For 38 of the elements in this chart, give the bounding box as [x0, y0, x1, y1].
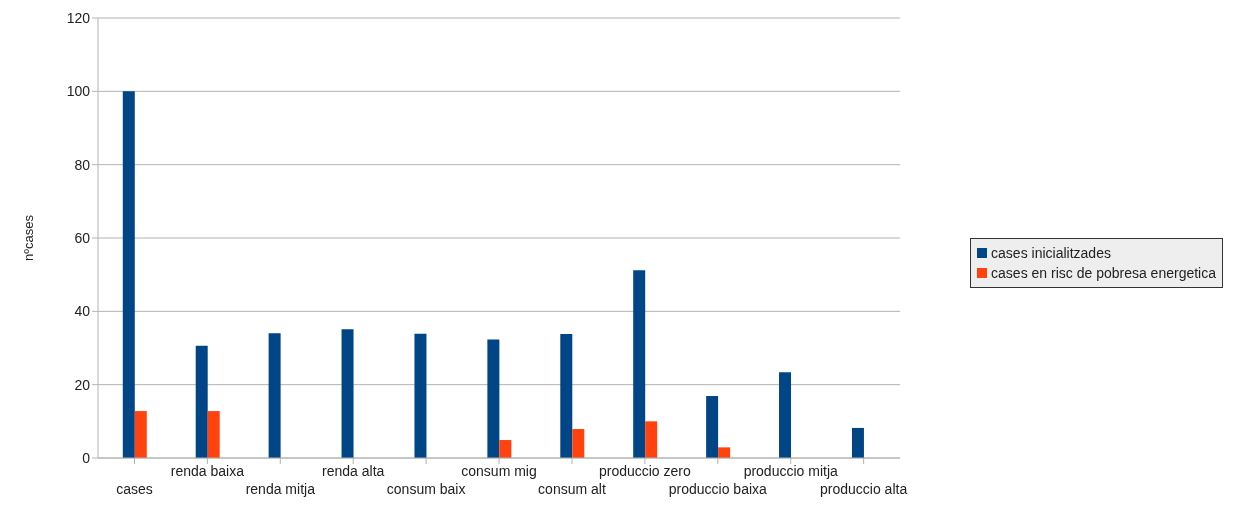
bar — [341, 329, 354, 458]
bar — [487, 339, 500, 458]
x-tick-label: renda alta — [322, 463, 385, 479]
y-tick-label: 0 — [82, 449, 91, 466]
bar — [268, 333, 281, 458]
bar — [560, 334, 573, 458]
bar — [195, 345, 208, 458]
x-tick-label: consum alt — [538, 481, 606, 497]
bar — [207, 411, 220, 458]
y-tick-label: 80 — [74, 156, 91, 173]
x-tick-label: renda mitja — [245, 481, 316, 497]
bar — [499, 440, 512, 458]
bar — [645, 421, 658, 458]
y-tick-label: 100 — [66, 83, 91, 100]
x-tick-label: produccio zero — [598, 463, 691, 479]
bar — [718, 447, 731, 458]
bar — [414, 333, 427, 458]
bar — [134, 411, 147, 458]
bar — [851, 427, 864, 458]
y-tick-label: 120 — [66, 9, 91, 26]
x-tick-label: cases — [116, 481, 153, 497]
legend-label: cases en risc de pobresa energetica — [991, 264, 1216, 283]
y-tick-label: 20 — [74, 376, 91, 393]
bar — [572, 429, 585, 458]
bar — [633, 270, 646, 458]
x-tick-label: produccio alta — [820, 481, 908, 497]
x-tick-label: renda baixa — [170, 463, 245, 479]
bar — [122, 91, 135, 458]
x-tick-label: consum mig — [461, 463, 537, 479]
legend-label: cases inicialitzades — [991, 244, 1111, 263]
bar — [706, 396, 719, 458]
y-tick-label: 40 — [74, 303, 91, 320]
x-tick-label: produccio baixa — [668, 481, 768, 497]
y-axis-title: nºcases — [20, 214, 36, 261]
bar — [779, 372, 792, 458]
y-tick-label: 60 — [74, 229, 91, 246]
x-tick-label: consum baix — [386, 481, 466, 497]
x-tick-label: produccio mitja — [743, 463, 838, 479]
